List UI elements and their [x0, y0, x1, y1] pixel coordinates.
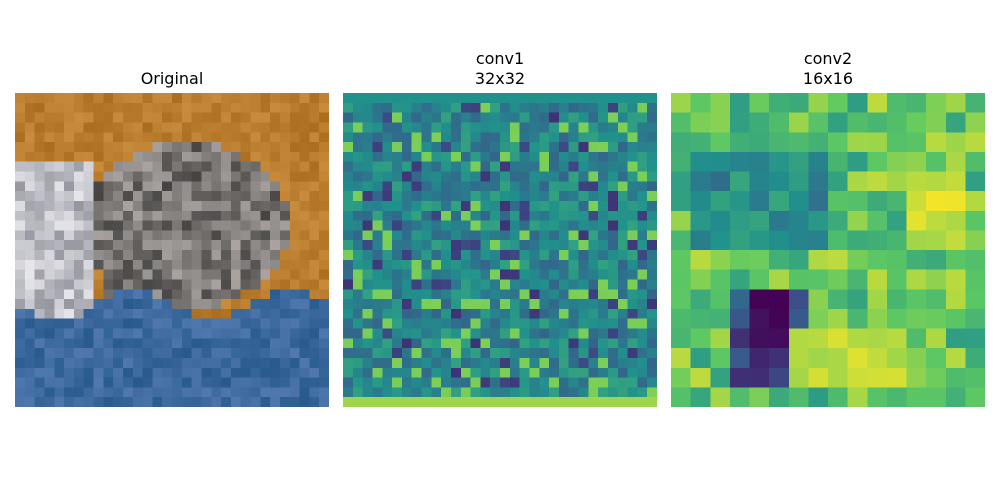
panel-title-conv2: conv2 16x16: [802, 49, 854, 88]
panel-title-conv1: conv1 32x32: [474, 49, 526, 88]
panel-title-original: Original: [140, 69, 204, 88]
conv1-feature-map: [343, 93, 657, 407]
original-image: [15, 93, 329, 407]
conv2-feature-map: [671, 93, 985, 407]
